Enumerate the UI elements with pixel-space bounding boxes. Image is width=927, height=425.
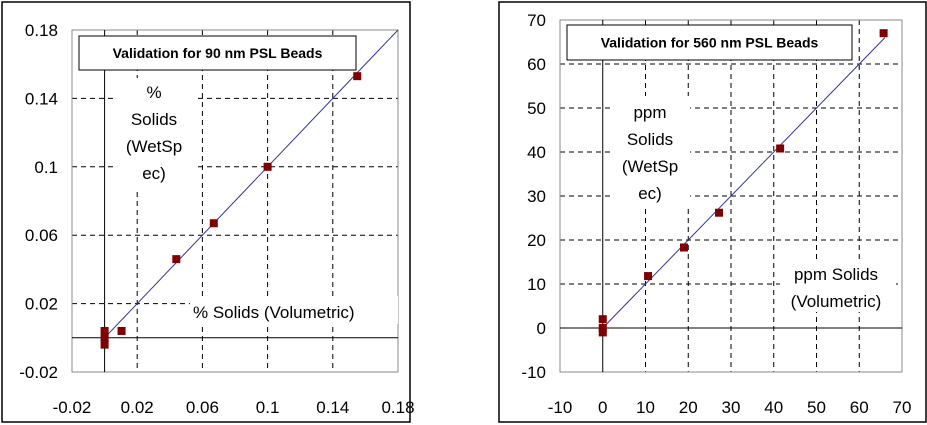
data-point: [776, 144, 785, 153]
x-tick-label: 0.14: [316, 398, 349, 417]
chart-frame: [498, 1, 927, 423]
y-tick-label: -10: [521, 363, 546, 382]
x-axis-label: ppm Solids: [794, 265, 878, 284]
y-axis-label: (WetSp: [622, 157, 678, 176]
data-point: [209, 219, 218, 228]
y-axis-label: Solids: [131, 110, 177, 129]
x-axis-label: (Volumetric): [791, 292, 882, 311]
data-point: [100, 326, 109, 335]
data-point: [598, 324, 607, 332]
chart-title: Validation for 560 nm PSL Beads: [601, 35, 819, 51]
x-tick-label: 50: [807, 398, 826, 417]
data-point: [598, 315, 607, 324]
x-axis-label: % Solids (Volumetric): [193, 303, 355, 322]
ylabel-background: [612, 96, 690, 208]
y-tick-label: 10: [527, 275, 546, 294]
y-tick-label: 0.18: [25, 21, 58, 40]
chart-frame: [1, 1, 411, 423]
data-point: [100, 340, 109, 349]
data-point: [353, 72, 362, 81]
x-tick-label: -0.02: [53, 398, 92, 417]
data-point: [598, 328, 607, 337]
xlabel-background: [190, 296, 398, 324]
fit-line: [104, 29, 399, 339]
data-point: [263, 162, 272, 171]
data-point: [879, 29, 888, 38]
y-axis-label: ec): [142, 164, 166, 183]
xlabel-background: [780, 262, 896, 312]
y-tick-label: 70: [527, 11, 546, 30]
plot-area-border: [71, 29, 399, 373]
y-tick-label: -0.02: [19, 363, 58, 382]
data-point: [679, 243, 688, 252]
x-tick-label: 0.02: [121, 398, 154, 417]
chart-title: Validation for 90 nm PSL Beads: [113, 45, 323, 61]
y-tick-label: 50: [527, 99, 546, 118]
chart-1: -0.02 0.02 0.06 0.1 0.14 0.18 -0.02 0.02 0.06 0.1…: [1, 1, 415, 423]
y-tick-label: 0.02: [25, 295, 58, 314]
y-tick-label: 0.06: [25, 226, 58, 245]
x-tick-label: 60: [850, 398, 869, 417]
y-tick-label: 30: [527, 187, 546, 206]
x-tick-label: 0.18: [381, 398, 414, 417]
x-tick-label: -10: [548, 398, 573, 417]
x-tick-label: 10: [636, 398, 655, 417]
y-tick-label: 0.14: [25, 89, 58, 108]
y-axis-label: (WetSp: [126, 137, 182, 156]
y-axis-label: ppm: [633, 103, 666, 122]
x-tick-label: 40: [764, 398, 783, 417]
y-axis-label: ec): [638, 184, 662, 203]
x-tick-label: 0.1: [256, 398, 280, 417]
chart-2: -10 0 10 20 30 40 50 60 70 -10 0 10 20 30 40 50 60 70 Vali…: [498, 1, 927, 423]
data-point: [172, 255, 181, 264]
y-tick-label: 0.1: [34, 158, 58, 177]
title-box: [78, 35, 357, 71]
y-tick-label: 0: [537, 319, 546, 338]
x-tick-label: 30: [722, 398, 741, 417]
x-tick-label: 0: [598, 398, 607, 417]
data-point: [715, 208, 724, 217]
y-axis-label: Solids: [627, 130, 673, 149]
data-point: [100, 333, 109, 342]
data-point: [644, 272, 653, 281]
x-tick-label: 20: [679, 398, 698, 417]
data-point: [117, 326, 126, 335]
y-tick-label: 20: [527, 231, 546, 250]
title-box: [566, 24, 853, 61]
y-tick-label: 60: [527, 55, 546, 74]
plot-area-border: [559, 19, 903, 373]
ylabel-background: [117, 78, 197, 188]
y-tick-label: 40: [527, 143, 546, 162]
x-tick-label: 0.06: [186, 398, 219, 417]
x-tick-label: 70: [893, 398, 912, 417]
y-axis-label: %: [146, 83, 161, 102]
